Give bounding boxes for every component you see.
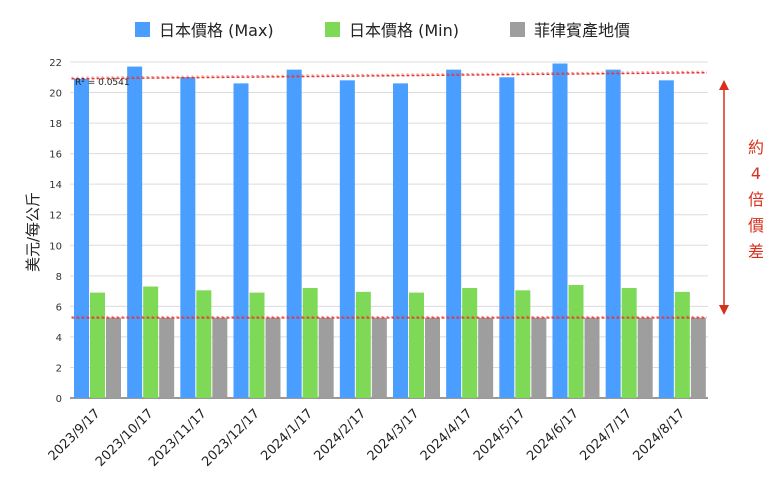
bar bbox=[621, 288, 637, 398]
bar bbox=[371, 317, 387, 398]
y-tick-labels: 0 2 4 6 8 10 12 14 16 18 20 22 bbox=[49, 58, 62, 405]
bar bbox=[90, 292, 105, 398]
bar bbox=[499, 77, 515, 398]
bar bbox=[515, 290, 531, 398]
legend-swatch bbox=[325, 22, 340, 37]
bar bbox=[446, 69, 462, 399]
trendlines bbox=[71, 70, 707, 319]
legend: 日本價格 (Max) 日本價格 (Min) 菲律賓產地價 bbox=[135, 21, 630, 40]
y-tick-label: 0 bbox=[56, 394, 62, 405]
annotation-char: 約 bbox=[748, 138, 764, 157]
y-tick-label: 12 bbox=[49, 211, 62, 222]
legend-label: 日本價格 (Min) bbox=[349, 21, 459, 40]
x-tick-label: 2024/4/17 bbox=[418, 406, 476, 464]
y-tick-label: 10 bbox=[49, 241, 62, 252]
annotation-char: 差 bbox=[748, 242, 764, 261]
bar bbox=[690, 317, 706, 398]
bar bbox=[143, 286, 159, 398]
y-tick-label: 8 bbox=[56, 272, 62, 283]
y-tick-label: 14 bbox=[49, 180, 62, 191]
bar bbox=[531, 317, 547, 398]
x-tick-label: 2024/5/17 bbox=[471, 406, 529, 464]
bar bbox=[318, 317, 334, 398]
bar bbox=[478, 317, 494, 398]
y-tick-label: 22 bbox=[49, 58, 62, 69]
bar bbox=[265, 317, 281, 398]
trendline-shadow bbox=[71, 70, 707, 78]
bar bbox=[212, 317, 228, 398]
y-tick-label: 20 bbox=[49, 89, 62, 100]
bar bbox=[409, 292, 424, 398]
x-tick-label: 2023/12/17 bbox=[199, 406, 263, 470]
bars bbox=[74, 63, 706, 399]
trendline bbox=[71, 71, 707, 80]
y-axis-label: 美元/每公斤 bbox=[24, 192, 42, 272]
legend-swatch bbox=[135, 22, 150, 37]
price-gap-annotation: 約 4 倍價差 bbox=[719, 80, 764, 315]
annotation-char: 價 bbox=[748, 216, 764, 235]
x-tick-label: 2024/7/17 bbox=[577, 406, 635, 464]
annotation-char: 倍 bbox=[748, 190, 764, 209]
x-tick-label: 2024/1/17 bbox=[258, 406, 316, 464]
bar bbox=[425, 317, 440, 398]
bar bbox=[286, 69, 302, 399]
legend-label: 日本價格 (Max) bbox=[159, 21, 274, 40]
bar bbox=[605, 69, 621, 399]
legend-swatch bbox=[510, 22, 525, 37]
bar bbox=[127, 66, 143, 398]
bar bbox=[249, 292, 265, 398]
y-tick-label: 6 bbox=[56, 302, 62, 313]
annotation-char: 4 bbox=[751, 164, 761, 183]
r-squared-label: R² = 0.0541 bbox=[75, 78, 130, 88]
bar bbox=[462, 288, 478, 398]
x-tick-label: 2023/9/17 bbox=[46, 406, 104, 464]
x-tick-label: 2024/3/17 bbox=[365, 406, 423, 464]
bar bbox=[584, 317, 600, 398]
y-tick-label: 4 bbox=[56, 333, 62, 344]
x-tick-label: 2024/6/17 bbox=[524, 406, 582, 464]
y-tick-label: 16 bbox=[49, 150, 62, 161]
bar bbox=[674, 291, 690, 398]
y-tick-label: 18 bbox=[49, 119, 62, 130]
bar bbox=[302, 288, 318, 398]
gap-arrow-head-up bbox=[719, 80, 729, 90]
x-tick-labels: 2023/9/172023/10/172023/11/172023/12/172… bbox=[46, 406, 689, 470]
bar bbox=[355, 291, 371, 398]
grid-lines bbox=[70, 61, 708, 399]
y-tick-label: 2 bbox=[56, 363, 62, 374]
bar bbox=[637, 317, 653, 398]
bar bbox=[180, 77, 196, 398]
x-tick-label: 2024/8/17 bbox=[630, 406, 688, 464]
bar bbox=[552, 63, 568, 398]
legend-label: 菲律賓產地價 bbox=[534, 21, 630, 40]
gap-arrow-head-down bbox=[719, 305, 729, 315]
bar bbox=[658, 80, 674, 398]
bar bbox=[159, 317, 175, 398]
bar bbox=[568, 284, 584, 398]
x-tick-label: 2024/2/17 bbox=[311, 406, 369, 464]
bar bbox=[196, 290, 212, 398]
bar bbox=[233, 83, 249, 398]
bar bbox=[106, 317, 121, 398]
bar bbox=[74, 78, 89, 399]
bar bbox=[339, 80, 355, 398]
bar bbox=[393, 83, 408, 398]
